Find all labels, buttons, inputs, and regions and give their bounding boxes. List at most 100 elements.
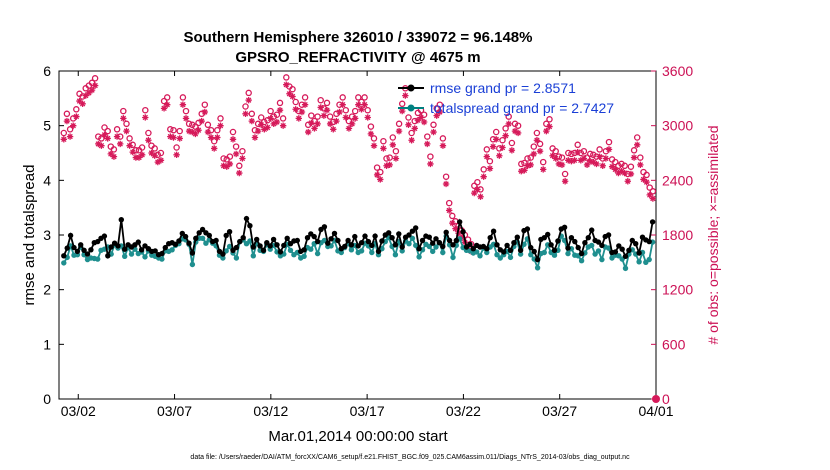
obs-possible-point — [317, 96, 324, 104]
obs-assimilated-point — [439, 142, 447, 149]
obs-assimilated-point — [417, 114, 425, 121]
obs-possible-point — [342, 106, 350, 114]
rmse-point — [355, 243, 361, 249]
totalspread-point — [128, 251, 135, 257]
rmse-point — [551, 247, 558, 253]
obs-assimilated-point — [568, 158, 575, 165]
rmse-point — [616, 243, 622, 249]
obs-assimilated-point — [76, 97, 83, 105]
obs-assimilated-point — [612, 166, 619, 173]
obs-assimilated-point — [543, 127, 550, 135]
totalspread-point — [595, 248, 602, 254]
rmse-point — [467, 241, 473, 247]
rmse-point — [633, 241, 639, 247]
obs-assimilated-point — [536, 147, 544, 155]
y-right-tick-label: 600 — [662, 336, 686, 352]
obs-assimilated-point — [201, 108, 209, 116]
obs-assimilated-point — [298, 108, 306, 116]
totalspread-point — [578, 258, 585, 264]
obs-assimilated-point — [486, 165, 494, 172]
rmse-point — [365, 238, 372, 245]
obs-possible-point — [283, 74, 290, 81]
totalspread-point — [287, 247, 294, 253]
obs-possible-point — [430, 121, 437, 129]
rmse-point — [78, 242, 84, 248]
obs-assimilated-point — [236, 169, 243, 177]
obs-possible-point — [138, 144, 146, 151]
obs-possible-point — [245, 89, 252, 97]
totalspread-point — [450, 254, 456, 261]
totalspread-point — [646, 256, 652, 263]
obs-possible-point — [398, 100, 406, 108]
obs-assimilated-point — [270, 120, 277, 128]
obs-assimilated-point — [226, 160, 234, 168]
obs-assimilated-point — [605, 146, 613, 153]
rmse-point — [325, 240, 331, 246]
obs-assimilated-point — [157, 157, 165, 164]
rmse-point — [176, 238, 182, 244]
rmse-point — [71, 244, 77, 251]
obs-assimilated-point — [408, 137, 415, 144]
totalspread-point — [392, 252, 399, 258]
totalspread-point — [203, 240, 209, 246]
obs-possible-point — [314, 113, 321, 120]
obs-assimilated-point — [273, 118, 281, 126]
rmse-point — [649, 219, 656, 225]
obs-assimilated-point — [85, 89, 93, 97]
rmse-point — [193, 235, 199, 241]
obs-possible-point — [104, 127, 111, 135]
totalspread-point — [348, 247, 355, 253]
obs-assimilated-point — [189, 128, 196, 136]
obs-possible-point — [257, 114, 265, 121]
obs-possible-point — [502, 125, 509, 132]
obs-assimilated-point — [123, 127, 130, 135]
obs-assimilated-point — [82, 92, 89, 99]
obs-possible-point — [160, 97, 168, 105]
obs-possible-point — [163, 94, 171, 101]
obs-assimilated-point — [414, 117, 422, 124]
obs-possible-point — [568, 150, 575, 158]
obs-assimilated-point — [167, 133, 174, 140]
obs-possible-point — [220, 155, 227, 162]
totalspread-point — [497, 255, 503, 261]
obs-possible-point — [279, 115, 287, 122]
series-obs-assimilated — [60, 81, 657, 255]
obs-possible-point — [527, 154, 534, 161]
rmse-point — [348, 242, 355, 248]
obs-possible-point — [204, 121, 212, 129]
totalspread-point — [301, 253, 307, 259]
obs-assimilated-point — [505, 120, 512, 128]
obs-assimilated-point — [552, 155, 559, 162]
x-tick-label: 03/02 — [61, 403, 96, 419]
obs-possible-point — [361, 94, 368, 101]
rmse-point — [81, 247, 87, 253]
totalspread-point — [226, 243, 233, 250]
rmse-point — [264, 240, 270, 246]
obs-possible-point — [627, 163, 635, 170]
obs-possible-point — [405, 114, 412, 121]
rmse-point — [250, 244, 256, 250]
obs-assimilated-point — [452, 225, 459, 232]
rmse-point — [321, 224, 328, 230]
rmse-point — [389, 235, 395, 241]
rmse-point — [189, 250, 196, 256]
obs-assimilated-point — [471, 189, 478, 197]
totalspread-point — [474, 249, 480, 255]
totalspread-point — [314, 250, 321, 257]
obs-assimilated-point — [267, 115, 274, 122]
x-axis: 03/02 03/07 03/12 03/17 03/22 03/27 04/01 — [61, 71, 674, 419]
obs-assimilated-point — [95, 140, 102, 148]
obs-assimilated-point — [79, 100, 86, 107]
obs-possible-point — [351, 107, 359, 115]
obs-assimilated-point — [145, 137, 152, 144]
totalspread-point — [189, 261, 196, 268]
obs-possible-point — [239, 147, 246, 155]
obs-assimilated-point — [608, 163, 616, 170]
obs-assimilated-point — [182, 115, 190, 122]
x-tick-label: 04/01 — [638, 403, 673, 419]
obs-assimilated-point — [195, 127, 202, 134]
chart-title-line2: GPSRO_REFRACTIVITY @ 4675 m — [235, 49, 480, 66]
rmse-point — [328, 236, 334, 242]
obs-assimilated-point — [204, 128, 212, 136]
rmse-point — [240, 235, 246, 241]
